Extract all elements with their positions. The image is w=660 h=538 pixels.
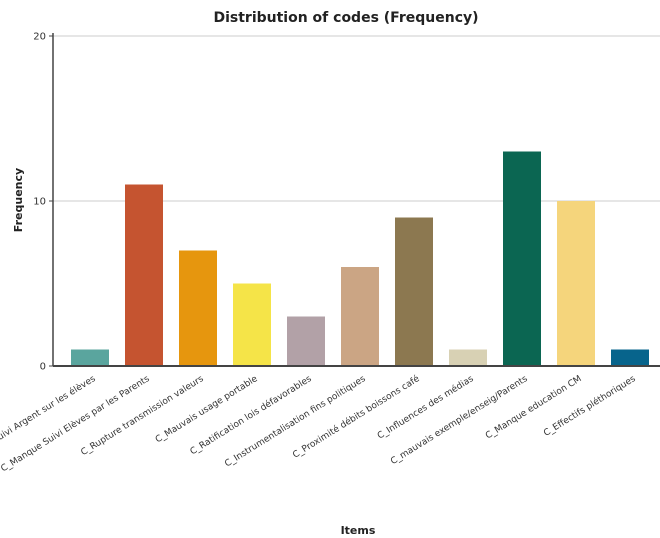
bar [71, 349, 109, 366]
grid [53, 35, 660, 202]
y-tick-label: 0 [40, 362, 46, 373]
y-ticks: 0 10 20 [33, 32, 53, 373]
y-axis-label: Frequency [12, 168, 25, 232]
bar [341, 267, 379, 366]
bar [395, 217, 433, 366]
x-axis-label: Items [341, 524, 376, 537]
x-tick-label: C_Manque education CM [484, 374, 584, 441]
bars [71, 151, 649, 366]
x-tick-label: C_Effectifs pléthoriques [542, 373, 638, 439]
bar [233, 283, 271, 366]
bar [125, 184, 163, 366]
x-tick-label: C_Mauvais usage portable [154, 374, 260, 445]
bar [287, 316, 325, 366]
bar [611, 349, 649, 366]
y-tick-label: 20 [33, 32, 46, 43]
x-tick-label: C_Influences des médias [375, 373, 475, 441]
bar [179, 250, 217, 366]
bar [557, 201, 595, 366]
x-tick-labels: C_Manque Suivi Argent sur les élèvesC_Ma… [0, 373, 638, 474]
bar [449, 349, 487, 366]
bar [503, 151, 541, 366]
y-tick-label: 10 [33, 197, 46, 208]
chart-title: Distribution of codes (Frequency) [213, 10, 478, 26]
